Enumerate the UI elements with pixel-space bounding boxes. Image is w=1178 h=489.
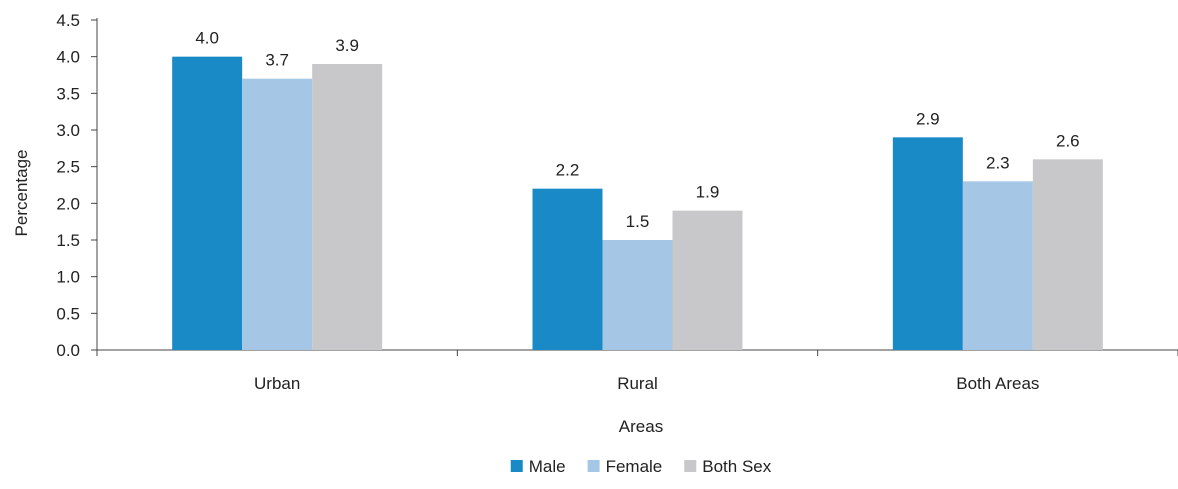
y-tick-label: 0.0 [56, 341, 80, 360]
y-tick-label: 4.5 [56, 11, 80, 30]
bar-both-sex [312, 64, 382, 350]
x-axis-title: Areas [619, 417, 663, 436]
y-tick-label: 2.0 [56, 194, 80, 213]
y-axis: 0.0 0.5 1.0 1.5 2.0 2.5 3.0 3.5 4.0 4.5 [56, 11, 97, 360]
legend-swatch-female [588, 460, 600, 472]
data-label: 2.2 [556, 161, 580, 180]
data-label: 3.7 [265, 51, 289, 70]
data-label: 2.9 [916, 109, 940, 128]
x-category-label: Rural [617, 374, 658, 393]
y-tick-label: 3.5 [56, 84, 80, 103]
bar-male [893, 137, 963, 350]
x-axis: Urban Rural Both Areas [97, 350, 1178, 393]
y-tick-label: 0.5 [56, 304, 80, 323]
y-tick-label: 2.5 [56, 158, 80, 177]
legend-label: Male [529, 457, 566, 476]
bar-male [172, 57, 242, 350]
bar-female [963, 181, 1033, 350]
legend-swatch-both-sex [684, 460, 696, 472]
bar-female [242, 79, 312, 350]
legend-swatch-male [511, 460, 523, 472]
data-label: 3.9 [335, 36, 359, 55]
bar-both-sex [1033, 159, 1103, 350]
y-tick-label: 1.0 [56, 268, 80, 287]
legend-label: Female [606, 457, 663, 476]
x-category-label: Urban [254, 374, 300, 393]
y-tick-label: 4.0 [56, 48, 80, 67]
data-label: 1.5 [626, 212, 650, 231]
y-tick-label: 3.0 [56, 121, 80, 140]
data-label: 2.6 [1056, 131, 1080, 150]
data-label: 4.0 [195, 29, 219, 48]
x-category-label: Both Areas [956, 374, 1039, 393]
y-tick-label: 1.5 [56, 231, 80, 250]
legend-label: Both Sex [702, 457, 771, 476]
data-label: 1.9 [696, 183, 720, 202]
bars [172, 57, 1103, 350]
data-label: 2.3 [986, 153, 1010, 172]
y-axis-title: Percentage [12, 150, 31, 237]
bar-male [533, 189, 603, 350]
bar-female [603, 240, 673, 350]
legend: Male Female Both Sex [511, 457, 772, 476]
bar-both-sex [673, 211, 743, 350]
